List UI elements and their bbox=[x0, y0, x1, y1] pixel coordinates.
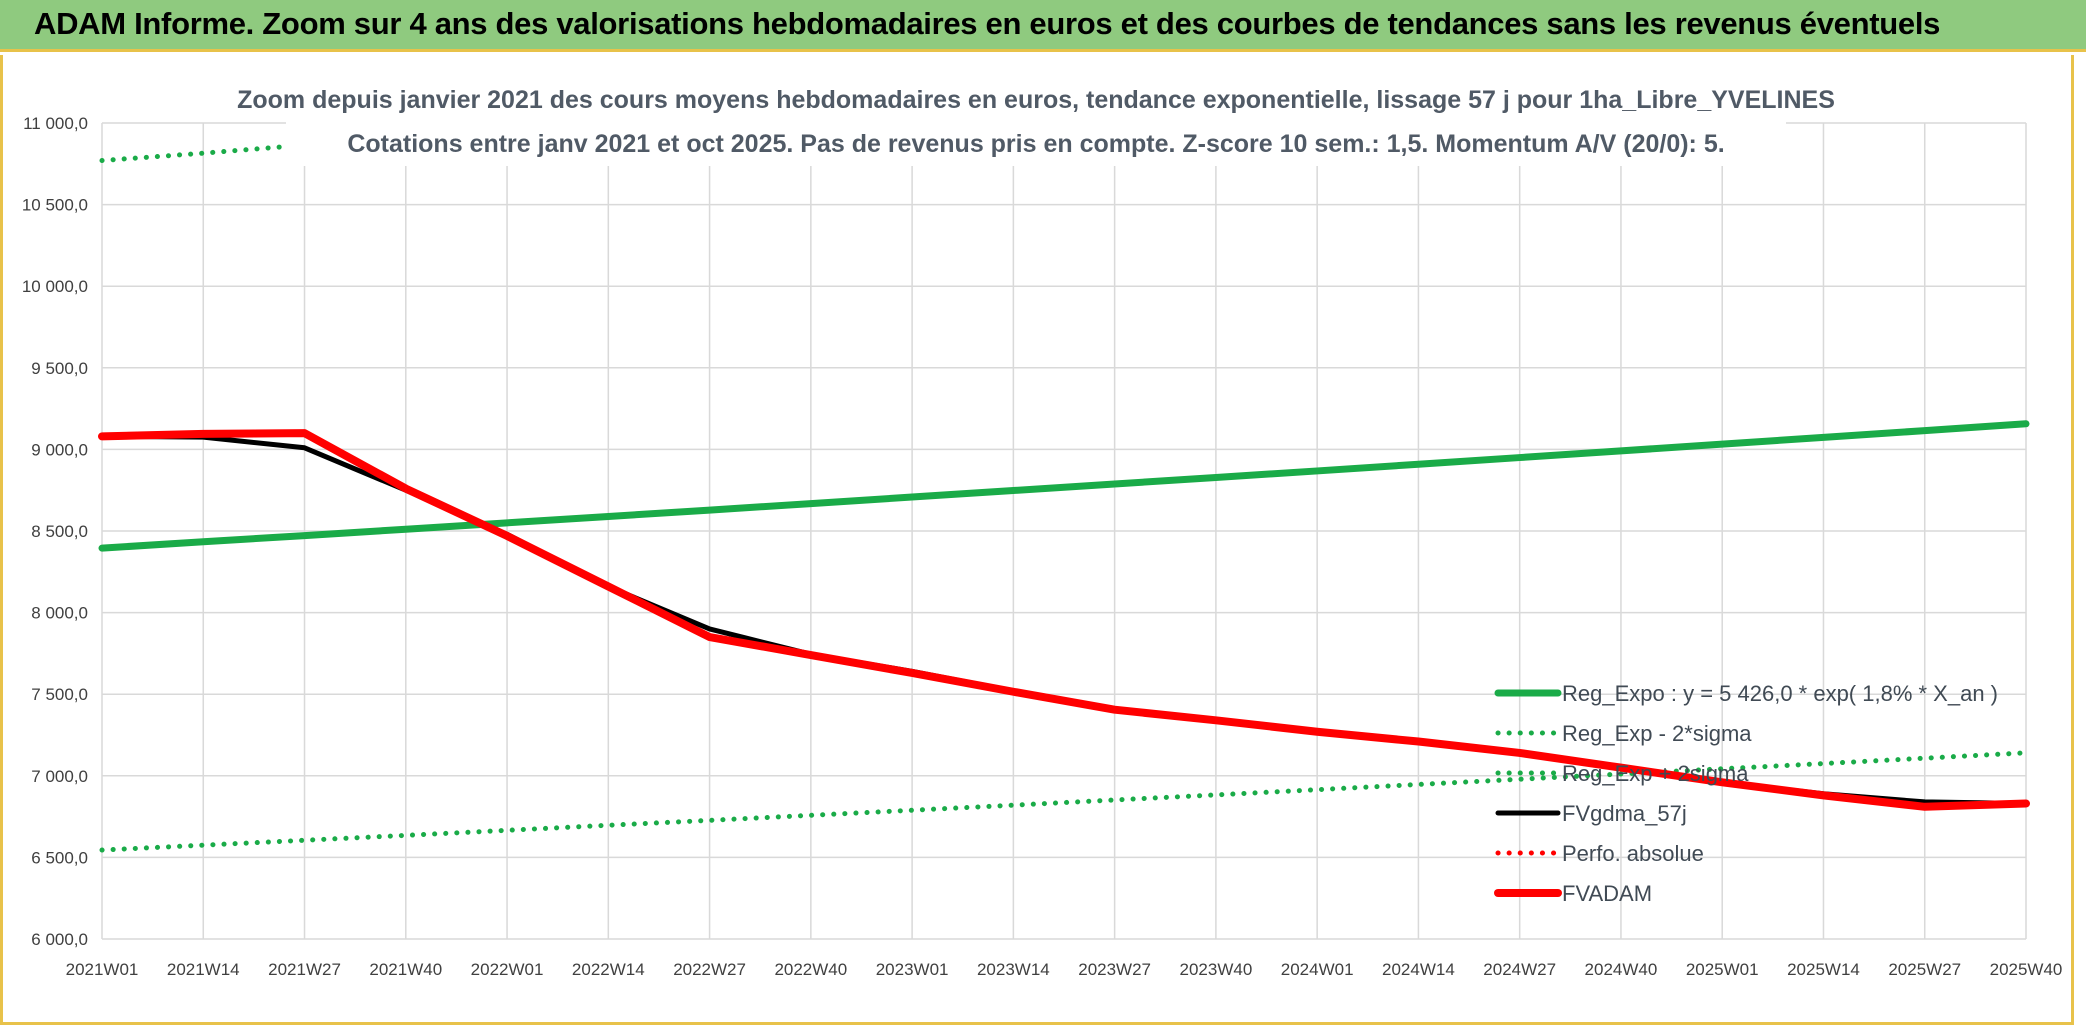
report-banner: ADAM Informe. Zoom sur 4 ans des valoris… bbox=[0, 0, 2086, 52]
x-tick-label: 2021W14 bbox=[167, 960, 240, 979]
y-tick-label: 9 000,0 bbox=[31, 440, 88, 459]
chart-frame bbox=[0, 55, 2074, 1025]
y-tick-label: 7 500,0 bbox=[31, 685, 88, 704]
x-tick-label: 2024W27 bbox=[1483, 960, 1556, 979]
y-tick-label: 10 500,0 bbox=[22, 196, 88, 215]
legend-label-4: Perfo. absolue bbox=[1562, 841, 1704, 866]
x-tick-label: 2025W14 bbox=[1787, 960, 1860, 979]
x-tick-label: 2023W27 bbox=[1078, 960, 1151, 979]
x-tick-label: 2025W01 bbox=[1686, 960, 1759, 979]
x-tick-label: 2025W27 bbox=[1888, 960, 1961, 979]
x-tick-label: 2024W14 bbox=[1382, 960, 1455, 979]
x-tick-label: 2021W01 bbox=[66, 960, 139, 979]
x-tick-label: 2023W40 bbox=[1180, 960, 1253, 979]
legend-label-0: Reg_Expo : y = 5 426,0 * exp( 1,8% * X_a… bbox=[1562, 681, 1998, 706]
legend: Reg_Expo : y = 5 426,0 * exp( 1,8% * X_a… bbox=[1494, 681, 1998, 906]
series-line-3 bbox=[99, 433, 2029, 807]
report-title: ADAM Informe. Zoom sur 4 ans des valoris… bbox=[34, 6, 1941, 41]
legend-label-1: Reg_Exp - 2*sigma bbox=[1562, 721, 1752, 746]
y-tick-label: 10 000,0 bbox=[22, 277, 88, 296]
y-tick-label: 7 000,0 bbox=[31, 767, 88, 786]
series-line-1 bbox=[99, 750, 2029, 853]
axis-tick-labels: 6 000,0 6 500,0 7 000,0 7 500,0 8 000,0 8 500… bbox=[22, 114, 2063, 979]
x-tick-label: 2024W40 bbox=[1585, 960, 1658, 979]
y-tick-label: 11 000,0 bbox=[23, 114, 88, 133]
x-tick-label: 2021W40 bbox=[369, 960, 442, 979]
series-line-0 bbox=[98, 420, 2030, 552]
x-tick-label: 2022W01 bbox=[471, 960, 544, 979]
title-background bbox=[286, 80, 1786, 166]
y-tick-label: 8 000,0 bbox=[31, 604, 88, 623]
chart-titles: Zoom depuis janvier 2021 des cours moyen… bbox=[237, 80, 1835, 166]
legend-label-3: FVgdma_57j bbox=[1562, 801, 1687, 826]
x-tick-label: 2022W14 bbox=[572, 960, 645, 979]
x-tick-label: 2023W14 bbox=[977, 960, 1050, 979]
y-tick-label: 6 000,0 bbox=[31, 930, 88, 949]
legend-label-2: Reg_Exp + 2sigma bbox=[1562, 761, 1749, 786]
x-tick-label: 2022W27 bbox=[673, 960, 746, 979]
chart-title: Zoom depuis janvier 2021 des cours moyen… bbox=[237, 86, 1835, 114]
chart-subtitle: Cotations entre janv 2021 et oct 2025. P… bbox=[347, 130, 1724, 158]
y-tick-label: 9 500,0 bbox=[31, 359, 88, 378]
x-tick-label: 2022W40 bbox=[774, 960, 847, 979]
series-line-5 bbox=[98, 429, 2030, 811]
x-tick-label: 2024W01 bbox=[1281, 960, 1354, 979]
legend-label-5: FVADAM bbox=[1562, 881, 1652, 906]
x-tick-label: 2021W27 bbox=[268, 960, 341, 979]
y-tick-label: 6 500,0 bbox=[31, 848, 88, 867]
x-tick-label: 2023W01 bbox=[876, 960, 949, 979]
y-tick-label: 8 500,0 bbox=[31, 522, 88, 541]
x-tick-label: 2025W40 bbox=[1990, 960, 2063, 979]
